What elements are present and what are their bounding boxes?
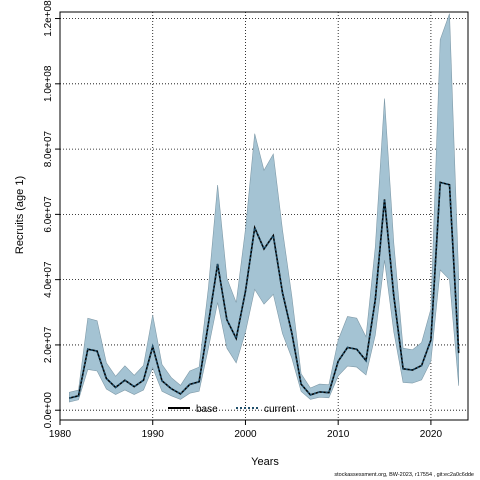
y-axis: 0.0e+00 2.0e+07 4.0e+07 6.0e+07 8.0e+07 1.0e+… <box>43 0 60 428</box>
x-axis: 1980 1990 2000 2010 2020 <box>49 420 443 440</box>
x-tick-label: 1980 <box>49 429 72 440</box>
y-tick-label: 6.0e+07 <box>43 196 54 233</box>
y-tick-label: 4.0e+07 <box>43 261 54 298</box>
x-tick-label: 2010 <box>327 429 350 440</box>
plot-area-border <box>59 11 469 421</box>
legend: base current <box>168 404 295 415</box>
x-tick-label: 2000 <box>234 429 257 440</box>
footer-caption: stockassessment.org, BW-2023, r17554 , g… <box>334 472 474 478</box>
y-tick-label: 8.0e+07 <box>43 130 54 167</box>
x-tick-label: 1990 <box>142 429 165 440</box>
x-tick-label: 2020 <box>420 429 443 440</box>
y-axis-title: Recruits (age 1) <box>14 176 26 254</box>
y-tick-label: 0.0e+00 <box>43 392 54 429</box>
series-line-current <box>69 181 460 399</box>
y-tick-label: 2.0e+07 <box>43 326 54 363</box>
x-axis-title: Years <box>251 456 279 468</box>
legend-label-current: current <box>264 404 295 415</box>
y-tick-label: 1.2e+08 <box>43 0 54 37</box>
legend-label-base: base <box>196 404 218 415</box>
y-tick-label: 1.0e+08 <box>43 65 54 102</box>
confidence-band <box>69 13 459 403</box>
